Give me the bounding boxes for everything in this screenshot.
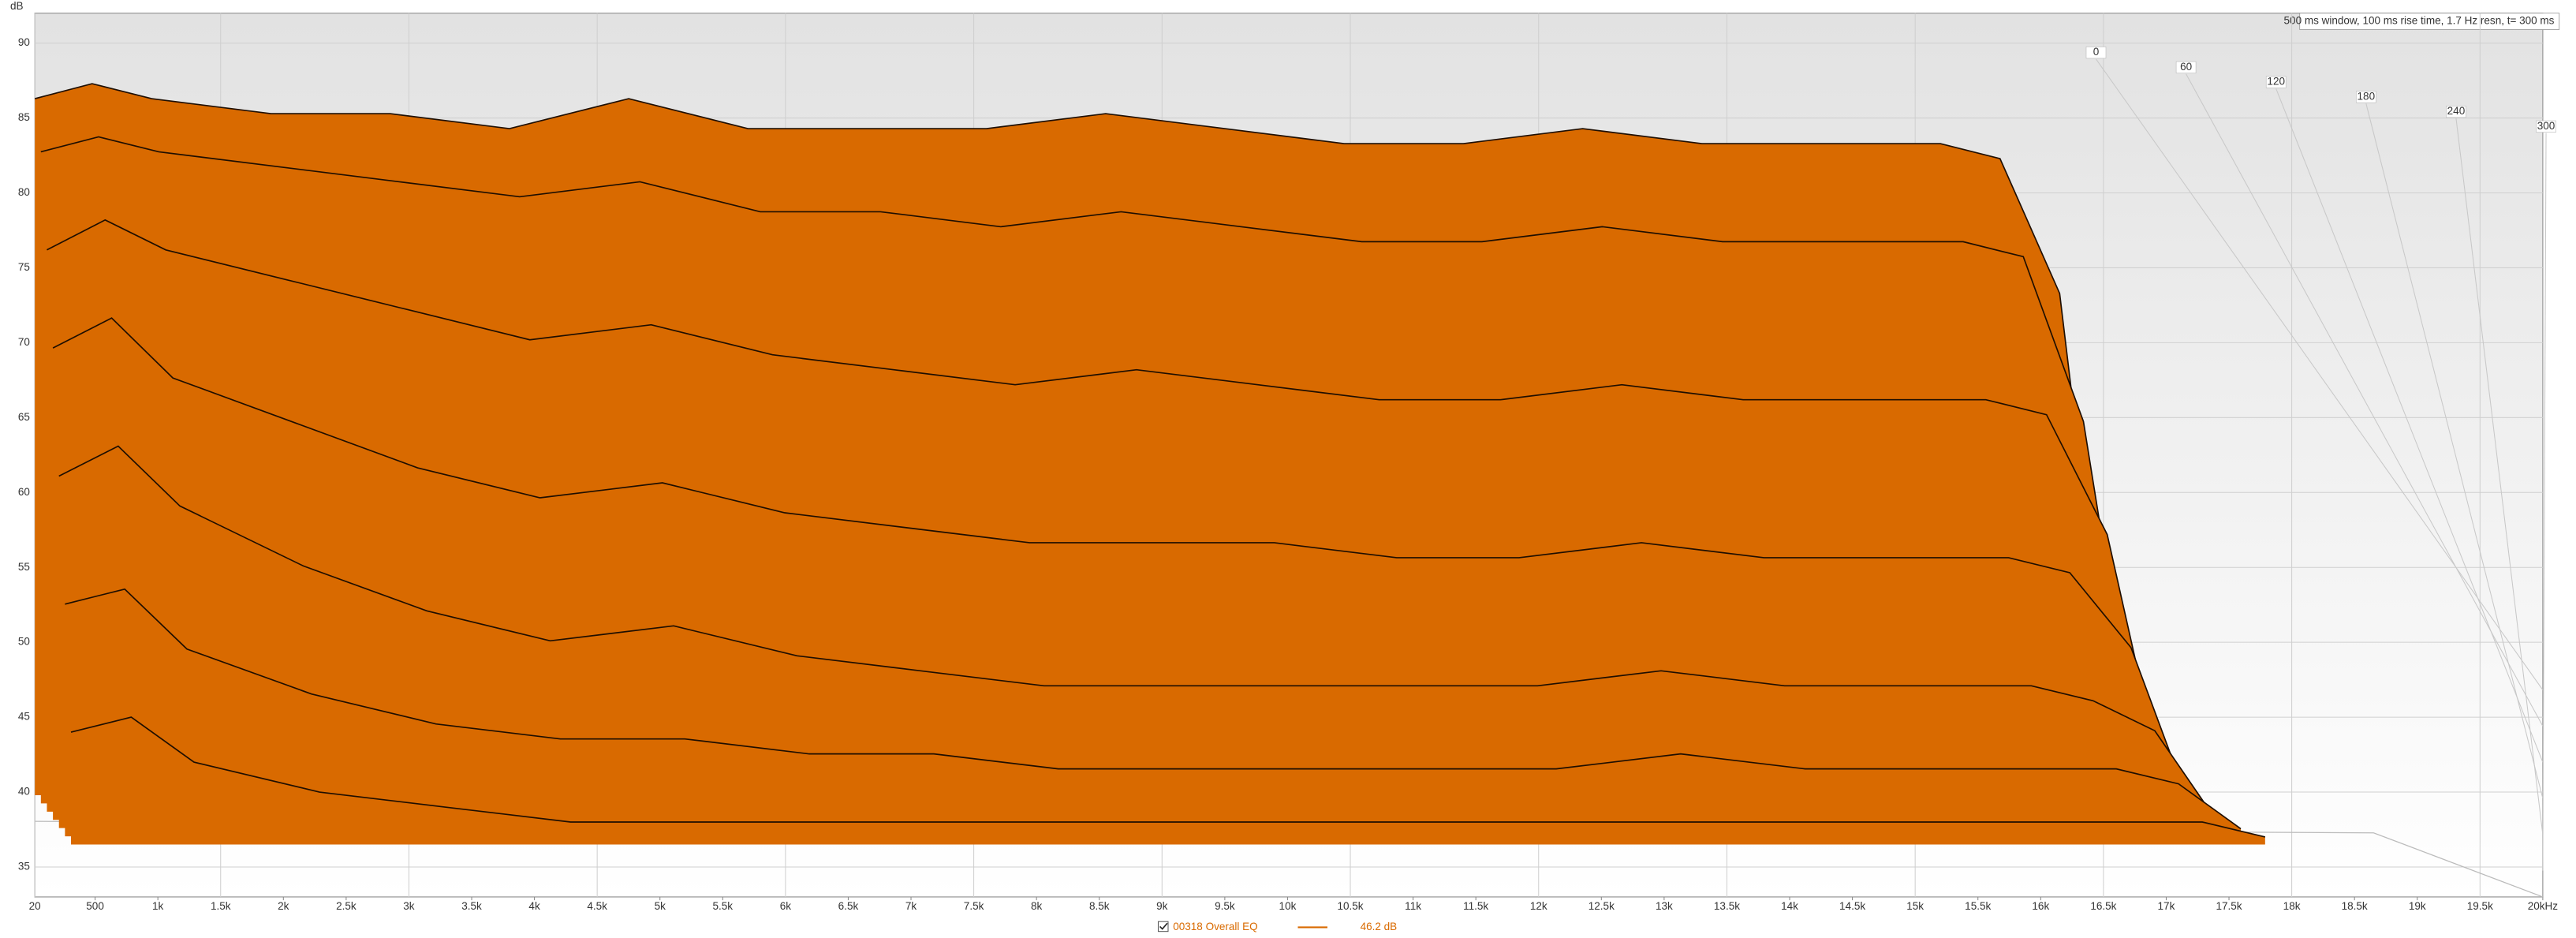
legend-name: 00318 Overall EQ xyxy=(1173,921,1257,932)
x-tick-label: 10k xyxy=(1279,900,1297,912)
time-grid-line xyxy=(2275,88,2544,763)
slice-line xyxy=(34,83,2120,788)
slice-line xyxy=(40,136,2145,797)
x-tick-label: 18k xyxy=(2283,900,2301,912)
x-tick-label: 8k xyxy=(1031,900,1043,912)
y-axis-label: dB xyxy=(10,0,24,12)
x-tick-label: 4k xyxy=(528,900,540,912)
x-tick-label: 11.5k xyxy=(1463,900,1488,912)
time-tick-label: 180 xyxy=(2358,90,2376,102)
x-tick-label: 1k xyxy=(152,900,164,912)
x-tick-label: 10.5k xyxy=(1337,900,1363,912)
x-tick-label: 8.5k xyxy=(1089,900,1110,912)
legend-check xyxy=(1159,922,1168,930)
x-tick-label: 16.5k xyxy=(2090,900,2116,912)
x-tick-label: 17.5k xyxy=(2216,900,2242,912)
x-tick-label: 7k xyxy=(905,900,917,912)
y-tick-label: 45 xyxy=(18,711,30,723)
legend-checkbox[interactable] xyxy=(1157,921,1169,932)
y-tick-label: 75 xyxy=(18,261,30,273)
x-tick-label: 9.5k xyxy=(1215,900,1235,912)
y-tick-label: 50 xyxy=(18,636,30,648)
x-tick-label: 18.5k xyxy=(2342,900,2368,912)
x-tick-label: 1.5k xyxy=(211,900,231,912)
x-tick-label: 9k xyxy=(1156,900,1168,912)
x-tick-label: 7.5k xyxy=(964,900,984,912)
y-tick-label: 40 xyxy=(18,786,30,798)
slice-fill xyxy=(71,717,2265,845)
x-tick-label: 14k xyxy=(1781,900,1798,912)
x-tick-label: 17k xyxy=(2158,900,2175,912)
y-tick-label: 65 xyxy=(18,411,30,423)
x-tick-label: 19k xyxy=(2409,900,2426,912)
x-tick-label: 12.5k xyxy=(1589,900,1615,912)
time-tick-label: 120 xyxy=(2267,76,2285,88)
x-tick-label: 5k xyxy=(655,900,666,912)
y-tick-label: 90 xyxy=(18,36,30,48)
x-tick-label: 500 xyxy=(86,900,104,912)
y-tick-label: 80 xyxy=(18,186,30,198)
slice-line xyxy=(65,588,2242,830)
time-tick-box xyxy=(2356,91,2376,103)
x-tick-label: 4.5k xyxy=(587,900,607,912)
time-tick-box xyxy=(2536,120,2556,133)
time-tick-box xyxy=(2085,47,2107,59)
time-tick-label: 300 xyxy=(2537,120,2555,132)
time-grid-line xyxy=(2186,73,2544,727)
slice-fill xyxy=(58,446,2217,828)
y-tick-label: 35 xyxy=(18,861,30,873)
info-box xyxy=(2299,13,2560,30)
time-grid-line xyxy=(2365,103,2544,799)
time-grid-line xyxy=(2455,118,2544,835)
time-grid-line xyxy=(2542,133,2547,871)
slice-line xyxy=(70,716,2266,838)
y-tick-label: 85 xyxy=(18,111,30,123)
x-tick-label: 6.5k xyxy=(838,900,859,912)
slice-fill xyxy=(65,589,2242,837)
slice-line xyxy=(47,219,2169,805)
x-tick-label: 11k xyxy=(1405,900,1421,912)
x-tick-label: 14.5k xyxy=(1839,900,1865,912)
x-tick-label: 13k xyxy=(1656,900,1673,912)
x-tick-label: 15.5k xyxy=(1965,900,1991,912)
x-tick-label: 15k xyxy=(1906,900,1924,912)
x-tick-label: 2k xyxy=(278,900,289,912)
time-tick-box xyxy=(2265,76,2287,88)
x-tick-label: 20 xyxy=(29,900,41,912)
x-tick-label: 5.5k xyxy=(713,900,734,912)
x-tick-label: 13.5k xyxy=(1714,900,1740,912)
info-text: 500 ms window, 100 ms rise time, 1.7 Hz … xyxy=(2284,15,2555,27)
y-tick-label: 55 xyxy=(18,561,30,573)
x-tick-label: 16k xyxy=(2032,900,2049,912)
legend: 00318 Overall EQ 46.2 dB xyxy=(1157,921,1398,932)
legend-level: 46.2 dB xyxy=(1361,921,1398,932)
time-tick-label: 240 xyxy=(2447,105,2466,117)
x-tick-label: 19.5k xyxy=(2467,900,2493,912)
time-tick-label: 0 xyxy=(2093,46,2100,58)
x-tick-label: 3.5k xyxy=(461,900,482,912)
x-tick-label: 2.5k xyxy=(336,900,357,912)
x-tick-label: 3k xyxy=(403,900,415,912)
y-tick-label: 60 xyxy=(18,486,30,498)
slice-line xyxy=(58,445,2217,821)
x-tick-label: 6k xyxy=(780,900,792,912)
time-grid-line xyxy=(2096,58,2544,690)
y-tick-label: 70 xyxy=(18,336,30,348)
time-tick-label: 60 xyxy=(2180,61,2192,73)
time-tick-box xyxy=(2446,105,2466,118)
x-tick-label: 12k xyxy=(1530,900,1547,912)
slice-line xyxy=(52,317,2193,813)
time-tick-box xyxy=(2175,61,2197,73)
x-tick-label: 20kHz xyxy=(2528,900,2559,912)
